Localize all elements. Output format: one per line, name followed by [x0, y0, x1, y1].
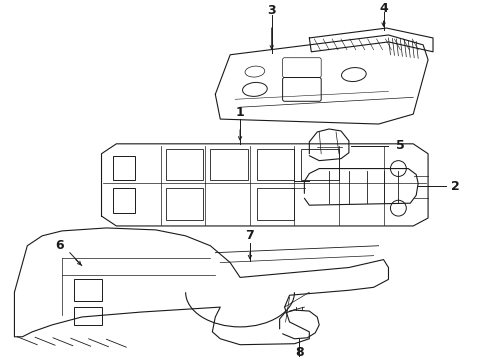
- Bar: [257, 149, 294, 180]
- Text: 6: 6: [56, 239, 64, 252]
- Bar: [74, 279, 101, 301]
- Text: 8: 8: [295, 346, 304, 359]
- Bar: [166, 188, 203, 220]
- Bar: [113, 188, 135, 213]
- Bar: [166, 149, 203, 180]
- Bar: [257, 188, 294, 220]
- Text: 5: 5: [396, 139, 405, 152]
- Bar: [74, 307, 101, 325]
- Text: 3: 3: [268, 4, 276, 17]
- Bar: [301, 149, 339, 180]
- Text: 4: 4: [379, 2, 388, 15]
- Bar: [210, 149, 248, 180]
- Text: 2: 2: [451, 180, 460, 193]
- Bar: [113, 156, 135, 180]
- Text: 7: 7: [245, 229, 254, 242]
- Text: 1: 1: [236, 105, 245, 119]
